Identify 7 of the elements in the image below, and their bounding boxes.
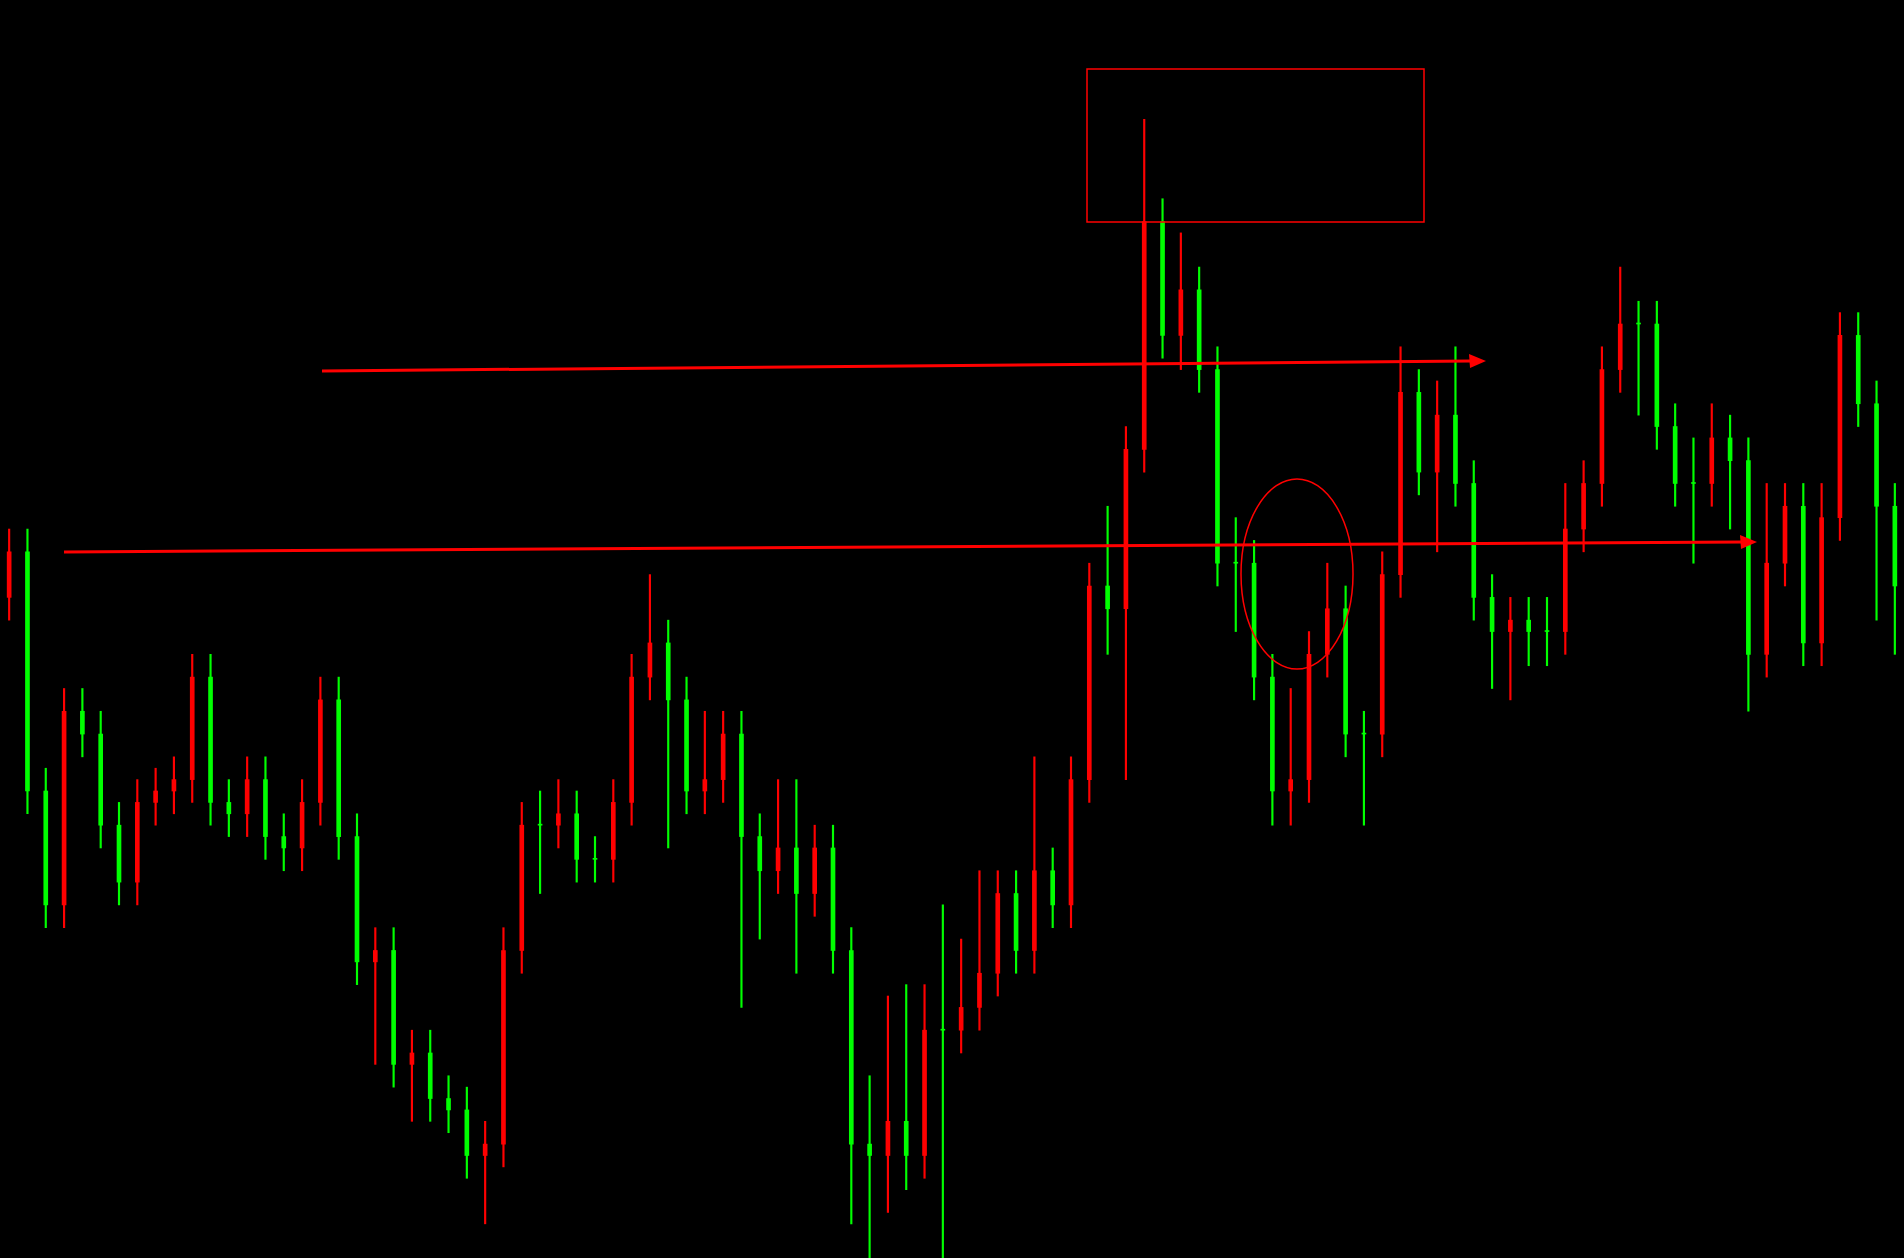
candlestick bbox=[1691, 437, 1696, 564]
candlestick bbox=[446, 1075, 451, 1134]
candlestick bbox=[1544, 597, 1550, 667]
candlestick bbox=[940, 904, 946, 1258]
candlestick bbox=[977, 870, 982, 1031]
candlestick bbox=[739, 710, 744, 1008]
candlestick bbox=[537, 790, 543, 894]
